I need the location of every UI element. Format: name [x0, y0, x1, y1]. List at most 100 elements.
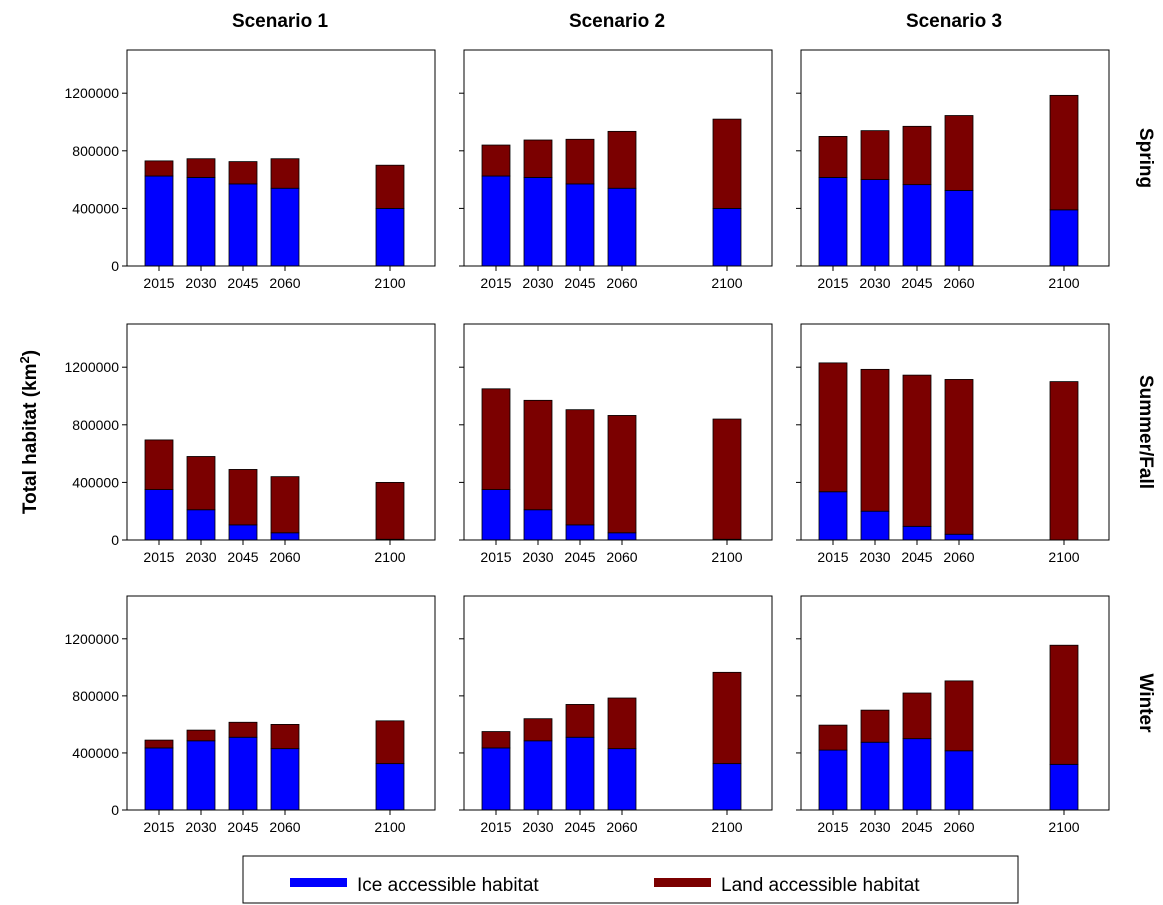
bar-land-2060	[270, 476, 300, 534]
panel-spring-scenario-3: 2015 2030 2045 2060 2100	[796, 49, 1110, 291]
x-tick-label-2045: 2045	[901, 819, 932, 835]
y-tick-label-400000: 400000	[72, 200, 119, 216]
x-tick-label-2045: 2045	[227, 275, 258, 291]
bar-land-2030	[523, 718, 553, 742]
x-tick-label-2060: 2060	[269, 819, 300, 835]
bar-land-2100	[1049, 381, 1079, 541]
bar-land-2060	[607, 415, 637, 534]
panel-winter-scenario-3: 2015 2030 2045 2060 2100	[796, 595, 1110, 835]
bar-land-2045	[902, 374, 932, 527]
bar-ice-2100	[375, 207, 405, 267]
bar-land-2100	[375, 481, 405, 540]
x-tick-label-2030: 2030	[522, 275, 553, 291]
x-tick-label-2060: 2060	[606, 275, 637, 291]
bar-ice-2030	[860, 179, 890, 267]
bar-land-2100	[712, 671, 742, 765]
bar-ice-2030	[860, 510, 890, 541]
x-tick-label-2100: 2100	[374, 549, 405, 565]
bar-land-2100	[375, 720, 405, 765]
row-title-summer-fall: Summer/Fall	[1135, 375, 1156, 489]
bar-land-2060	[944, 379, 974, 535]
panel-summer-fall-scenario-3: 2015 2030 2045 2060 2100	[796, 323, 1110, 565]
bar-ice-2045	[902, 525, 932, 541]
column-title-scenario-2: Scenario 2	[569, 11, 665, 32]
bar-ice-2015	[481, 747, 511, 811]
panel-frame	[800, 323, 1110, 541]
panel-frame	[126, 323, 436, 541]
panel-frame	[463, 323, 773, 541]
bar-ice-2060	[270, 187, 300, 267]
x-tick-label-2015: 2015	[817, 549, 848, 565]
panel-frame	[800, 49, 1110, 267]
bar-land-2060	[270, 724, 300, 750]
bar-ice-2015	[818, 491, 848, 541]
bar-ice-2045	[228, 524, 258, 541]
x-tick-label-2100: 2100	[711, 275, 742, 291]
row-title-winter: Winter	[1135, 674, 1156, 734]
panel-winter-scenario-2: 2015 2030 2045 2060 2100	[459, 595, 773, 835]
y-tick-label-800000: 800000	[72, 417, 119, 433]
bar-land-2060	[607, 697, 637, 750]
bar-land-2100	[375, 164, 405, 209]
panel-spring-scenario-1: 2015 2030 2045 2060 2100 0 400000 800000 1200000	[64, 49, 436, 291]
bar-ice-2030	[523, 740, 553, 811]
bar-ice-2015	[144, 747, 174, 811]
bar-ice-2030	[186, 177, 216, 267]
bar-land-2060	[270, 158, 300, 189]
bar-ice-2015	[481, 175, 511, 267]
panel-frame	[126, 595, 436, 811]
x-tick-label-2100: 2100	[374, 275, 405, 291]
panel-grid: 2015 2030 2045 2060 2100 0 400000 800000 1200000…	[64, 49, 1110, 835]
bar-land-2030	[523, 139, 553, 178]
bar-land-2045	[902, 692, 932, 740]
panel-frame	[800, 595, 1110, 811]
bar-land-2045	[565, 704, 595, 738]
bar-ice-2045	[228, 183, 258, 267]
x-tick-label-2100: 2100	[374, 819, 405, 835]
y-tick-label-0: 0	[111, 258, 119, 274]
x-tick-label-2015: 2015	[143, 549, 174, 565]
panel-spring-scenario-2: 2015 2030 2045 2060 2100	[459, 49, 773, 291]
bar-land-2060	[607, 130, 637, 189]
x-tick-label-2030: 2030	[185, 819, 216, 835]
legend-box	[242, 855, 1019, 904]
x-tick-label-2045: 2045	[227, 549, 258, 565]
x-tick-label-2030: 2030	[859, 275, 890, 291]
x-tick-label-2030: 2030	[522, 549, 553, 565]
bar-land-2030	[186, 729, 216, 742]
bar-land-2015	[481, 388, 511, 490]
y-axis-label-superscript: 2	[17, 356, 32, 363]
x-tick-label-2100: 2100	[1048, 275, 1079, 291]
bar-land-2030	[860, 130, 890, 180]
legend-swatch-ice	[290, 878, 347, 887]
bar-ice-2045	[902, 184, 932, 267]
bar-ice-2060	[607, 748, 637, 811]
panel-frame	[463, 49, 773, 267]
bar-ice-2045	[902, 738, 932, 811]
bar-land-2030	[186, 456, 216, 511]
x-tick-label-2045: 2045	[564, 275, 595, 291]
x-tick-label-2060: 2060	[943, 275, 974, 291]
x-tick-label-2060: 2060	[269, 275, 300, 291]
y-tick-label-400000: 400000	[72, 745, 119, 761]
x-tick-label-2100: 2100	[1048, 819, 1079, 835]
bar-land-2030	[860, 368, 890, 512]
panel-frame	[126, 49, 436, 267]
y-tick-label-1200000: 1200000	[64, 85, 119, 101]
y-axis-label-end: )	[20, 350, 41, 356]
bar-ice-2060	[270, 748, 300, 811]
bar-ice-2060	[944, 189, 974, 267]
bar-land-2045	[228, 469, 258, 526]
legend: Ice accessible habitat Land accessible h…	[242, 855, 1019, 904]
x-tick-label-2015: 2015	[480, 275, 511, 291]
bar-ice-2060	[607, 532, 637, 541]
bar-ice-2100	[1049, 209, 1079, 267]
x-tick-label-2015: 2015	[143, 275, 174, 291]
bar-ice-2030	[523, 509, 553, 541]
y-tick-label-0: 0	[111, 802, 119, 818]
bar-ice-2060	[944, 533, 974, 541]
bar-ice-2100	[712, 763, 742, 811]
x-tick-label-2045: 2045	[901, 275, 932, 291]
y-axis-label: Total habitat (km2)	[17, 350, 41, 514]
x-tick-label-2030: 2030	[859, 819, 890, 835]
